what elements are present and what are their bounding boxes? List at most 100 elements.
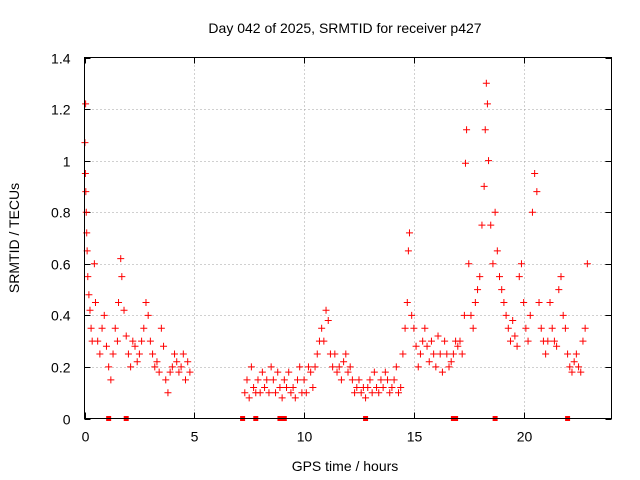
data-point bbox=[480, 182, 488, 190]
data-point bbox=[456, 337, 464, 345]
data-point bbox=[491, 208, 499, 216]
data-point bbox=[146, 337, 154, 345]
data-point bbox=[351, 389, 359, 397]
data-point bbox=[333, 368, 341, 376]
data-point bbox=[500, 298, 508, 306]
data-point bbox=[566, 363, 574, 371]
data-point bbox=[403, 298, 411, 306]
y-tick-label: 1.4 bbox=[51, 51, 71, 67]
data-point bbox=[124, 350, 132, 358]
data-point bbox=[184, 358, 192, 366]
data-point bbox=[445, 363, 453, 371]
data-point bbox=[256, 389, 264, 397]
tick-layer: 0 0.2 0.4 0.6 0.8 1 1.2 1.4 0 5 10 15 20 bbox=[51, 51, 612, 445]
data-point bbox=[113, 337, 121, 345]
data-point bbox=[320, 337, 328, 345]
data-point bbox=[111, 324, 119, 332]
y-tick-label: 0.8 bbox=[51, 205, 71, 221]
data-point bbox=[405, 229, 413, 237]
data-point bbox=[384, 376, 392, 384]
data-point bbox=[340, 358, 348, 366]
data-point bbox=[487, 221, 495, 229]
data-point bbox=[96, 350, 104, 358]
grid-layer bbox=[84, 57, 612, 419]
data-point bbox=[355, 376, 363, 384]
data-point bbox=[436, 350, 444, 358]
data-point bbox=[173, 358, 181, 366]
data-point bbox=[337, 376, 345, 384]
data-point bbox=[342, 350, 350, 358]
data-point bbox=[149, 350, 157, 358]
y-axis-label: SRMTID / TECUs bbox=[6, 183, 22, 293]
data-point bbox=[309, 384, 317, 392]
data-point bbox=[293, 376, 301, 384]
data-point bbox=[509, 317, 517, 325]
data-point bbox=[82, 188, 90, 196]
data-point bbox=[245, 394, 253, 402]
data-point bbox=[548, 324, 556, 332]
data-point bbox=[107, 376, 115, 384]
data-point bbox=[377, 376, 385, 384]
data-point bbox=[179, 350, 187, 358]
data-point bbox=[122, 332, 130, 340]
data-point bbox=[568, 368, 576, 376]
data-point bbox=[267, 363, 275, 371]
data-point bbox=[498, 286, 506, 294]
data-point bbox=[335, 363, 343, 371]
data-point bbox=[175, 368, 183, 376]
data-point bbox=[408, 311, 416, 319]
data-point bbox=[485, 157, 493, 165]
data-point bbox=[544, 337, 552, 345]
data-point bbox=[329, 363, 337, 371]
data-point bbox=[572, 350, 580, 358]
data-point bbox=[254, 376, 262, 384]
data-point bbox=[366, 376, 374, 384]
data-point bbox=[291, 394, 299, 402]
data-point bbox=[300, 376, 308, 384]
data-point bbox=[483, 100, 491, 108]
y-tick-label: 0.6 bbox=[51, 257, 71, 273]
data-point bbox=[261, 384, 269, 392]
data-point bbox=[127, 363, 135, 371]
data-point bbox=[581, 324, 589, 332]
data-point bbox=[390, 376, 398, 384]
data-point bbox=[434, 332, 442, 340]
data-point bbox=[115, 298, 123, 306]
data-point bbox=[102, 342, 110, 350]
data-point bbox=[392, 363, 400, 371]
data-point bbox=[344, 368, 352, 376]
data-point bbox=[496, 273, 504, 281]
data-point bbox=[404, 247, 412, 255]
data-point bbox=[561, 324, 569, 332]
data-point bbox=[410, 324, 418, 332]
x-tick-label: 20 bbox=[517, 429, 533, 445]
data-point bbox=[524, 337, 532, 345]
data-point bbox=[283, 384, 291, 392]
data-point bbox=[575, 363, 583, 371]
data-point bbox=[441, 337, 449, 345]
data-point bbox=[425, 358, 433, 366]
data-point bbox=[84, 273, 92, 281]
data-point bbox=[153, 358, 161, 366]
data-point bbox=[357, 389, 365, 397]
x-tick-label: 0 bbox=[82, 429, 90, 445]
data-point bbox=[511, 332, 519, 340]
data-points bbox=[81, 79, 591, 402]
data-point bbox=[81, 170, 89, 178]
data-point bbox=[478, 221, 486, 229]
data-point bbox=[311, 363, 319, 371]
data-point bbox=[454, 342, 462, 350]
data-point bbox=[416, 350, 424, 358]
data-point bbox=[362, 394, 370, 402]
data-point bbox=[144, 311, 152, 319]
y-tick-label: 0.2 bbox=[51, 360, 71, 376]
data-point bbox=[117, 255, 125, 263]
data-point bbox=[430, 350, 438, 358]
data-point bbox=[461, 159, 469, 167]
data-point bbox=[414, 363, 422, 371]
data-point bbox=[502, 311, 510, 319]
data-point bbox=[460, 311, 468, 319]
data-point bbox=[90, 260, 98, 268]
data-point bbox=[85, 291, 93, 299]
